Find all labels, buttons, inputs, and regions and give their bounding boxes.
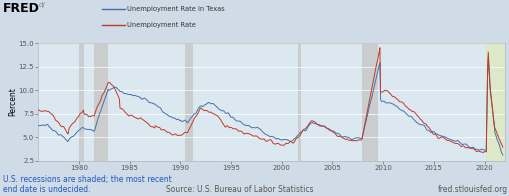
Unemployment Rate [182,131,188,133]
Bar [94,43,108,161]
Unemployment Rate in Texas [149,102,155,104]
Unemployment Rate [479,151,485,154]
Text: U.S. recessions are shaded; the most recent
end date is undecided.: U.S. recessions are shaded; the most rec… [3,175,171,194]
Bar [361,43,377,161]
Unemployment Rate in Texas [35,124,41,127]
Unemployment Rate in Texas [396,108,402,111]
Text: Source: U.S. Bureau of Labor Statistics: Source: U.S. Bureau of Labor Statistics [165,185,313,194]
Unemployment Rate [454,142,460,145]
Text: FRED: FRED [3,2,39,15]
Unemployment Rate in Texas [340,136,346,138]
Unemployment Rate [397,101,403,103]
Unemployment Rate in Texas [499,154,505,156]
Unemployment Rate in Texas [182,119,188,121]
Unemployment Rate [376,47,382,49]
Text: Unemployment Rate in Texas: Unemployment Rate in Texas [127,6,225,12]
Unemployment Rate in Texas [166,115,172,117]
Y-axis label: Percent: Percent [8,87,17,116]
Bar [185,43,192,161]
Text: Unemployment Rate: Unemployment Rate [127,22,196,27]
Bar [297,43,301,161]
Text: d/: d/ [38,2,45,8]
Unemployment Rate [499,146,505,148]
Bar [486,43,504,161]
Text: fred.stlouisfed.org: fred.stlouisfed.org [437,185,506,194]
Line: Unemployment Rate: Unemployment Rate [38,48,502,152]
Bar [79,43,84,161]
Unemployment Rate in Texas [484,56,490,58]
Line: Unemployment Rate in Texas: Unemployment Rate in Texas [38,57,502,155]
Unemployment Rate in Texas [453,139,459,142]
Unemployment Rate [340,137,346,139]
Unemployment Rate [166,131,172,134]
Unemployment Rate [35,109,41,111]
Unemployment Rate [149,125,155,128]
